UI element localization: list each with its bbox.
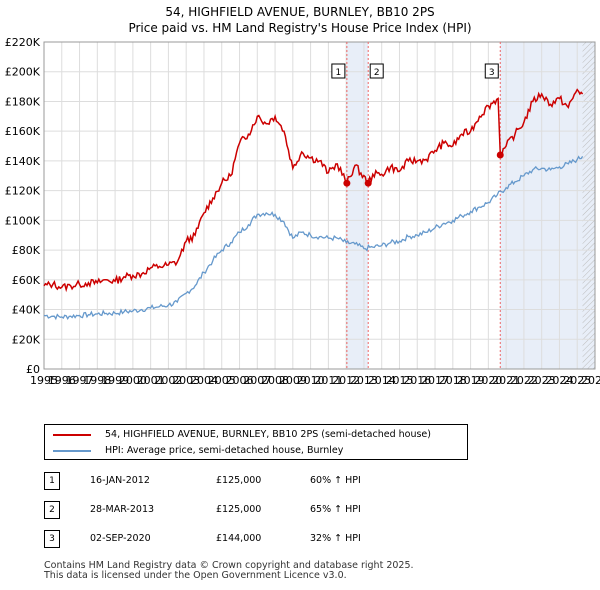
y-tick-label: £0 [26, 363, 40, 376]
x-tick-label: 2006 [226, 374, 254, 387]
x-tick-label: 1999 [101, 374, 129, 387]
sale-date: 28-MAR-2013 [90, 504, 155, 515]
x-tick-label: 2015 [385, 374, 413, 387]
x-tick-label: 2021 [492, 374, 520, 387]
y-tick-label: £160K [5, 125, 41, 138]
x-tick-label: 1998 [83, 374, 111, 387]
x-tick-label: 2022 [510, 374, 538, 387]
x-tick-label: 1996 [48, 374, 76, 387]
x-tick-label: 2000 [119, 374, 147, 387]
sale-3-point [496, 151, 504, 159]
sale-3-badge-label: 3 [489, 68, 495, 78]
x-tick-label: 2011 [314, 374, 342, 387]
x-tick-label: 2008 [261, 374, 289, 387]
x-tick-label: 2012 [332, 374, 360, 387]
legend-hpi-label: HPI: Average price, semi-detached house,… [105, 445, 344, 456]
legend-property-swatch [53, 434, 91, 436]
sale-number-badge: 2 [44, 501, 60, 519]
x-tick-label: 2009 [279, 374, 307, 387]
sale-hpi-change: 60% ↑ HPI [310, 475, 361, 486]
x-tick-label: 2017 [421, 374, 449, 387]
x-tick-label: 2002 [154, 374, 182, 387]
x-tick-label: 1997 [66, 374, 94, 387]
sale-1-point [343, 179, 351, 187]
y-tick-label: £20K [12, 333, 41, 346]
sale-hpi-change: 32% ↑ HPI [310, 533, 361, 544]
sale-price: £125,000 [216, 475, 262, 486]
property-series-line [43, 88, 584, 293]
sale-2-badge [369, 63, 384, 79]
x-tick-label: 2004 [190, 374, 218, 387]
x-tick-label: 2007 [243, 374, 271, 387]
x-tick-label: 2013 [350, 374, 378, 387]
sale-number-badge: 1 [44, 472, 60, 490]
x-tick-label: 2019 [457, 374, 485, 387]
legend-property-label: 54, HIGHFIELD AVENUE, BURNLEY, BB10 2PS … [105, 429, 431, 440]
shaded-span-1 [346, 42, 369, 369]
sale-1-badge-label: 1 [336, 68, 342, 78]
sale-price: £144,000 [216, 533, 262, 544]
y-tick-label: £60K [12, 274, 41, 287]
x-tick-label: 2025 [563, 374, 591, 387]
forecast-hatch [582, 42, 595, 369]
plot-frame [43, 41, 596, 370]
sale-hpi-change: 65% ↑ HPI [310, 504, 361, 515]
footer-attribution: Contains HM Land Registry data © Crown c… [44, 561, 414, 581]
y-tick-label: £200K [5, 66, 41, 79]
x-tick-label: 2014 [368, 374, 396, 387]
shaded-span-2 [500, 42, 595, 369]
x-tick-label: 2026 [581, 374, 600, 387]
sale-price: £125,000 [216, 504, 262, 515]
y-tick-label: £40K [12, 304, 41, 317]
sale-date: 02-SEP-2020 [90, 533, 151, 544]
y-tick-label: £140K [5, 155, 41, 168]
x-tick-label: 2003 [172, 374, 200, 387]
sale-3-badge [484, 63, 499, 79]
sale-date: 16-JAN-2012 [90, 475, 150, 486]
y-tick-label: £220K [5, 36, 41, 49]
x-tick-label: 2005 [208, 374, 236, 387]
y-tick-label: £80K [12, 244, 41, 257]
x-tick-label: 2018 [439, 374, 467, 387]
y-tick-label: £120K [5, 185, 41, 198]
x-tick-label: 2023 [528, 374, 556, 387]
legend-hpi-swatch [53, 450, 91, 452]
sale-2-point [364, 179, 372, 187]
sale-2-badge-label: 2 [374, 68, 380, 78]
chart-legend: 54, HIGHFIELD AVENUE, BURNLEY, BB10 2PS … [44, 424, 468, 460]
price-chart: £0 £20K £40K £60K £80K £100K £120K £140K £160K £1… [5, 36, 600, 387]
x-tick-label: 2020 [474, 374, 502, 387]
footer-line-2: This data is licensed under the Open Gov… [44, 570, 347, 581]
x-tick-label: 2010 [297, 374, 325, 387]
y-tick-label: £100K [5, 214, 41, 227]
chart-title: 54, HIGHFIELD AVENUE, BURNLEY, BB10 2PS [165, 5, 435, 19]
sale-number-badge: 3 [44, 530, 60, 548]
sale-1-badge [331, 63, 346, 79]
chart-subtitle: Price paid vs. HM Land Registry's House … [128, 21, 472, 35]
x-tick-label: 2001 [137, 374, 165, 387]
x-tick-label: 2016 [403, 374, 431, 387]
x-tick-label: 2024 [545, 374, 573, 387]
x-tick-label: 1995 [30, 374, 58, 387]
y-tick-label: £180K [5, 95, 41, 108]
hpi-series-line [43, 155, 584, 321]
footer-line-1: Contains HM Land Registry data © Crown c… [44, 560, 414, 571]
